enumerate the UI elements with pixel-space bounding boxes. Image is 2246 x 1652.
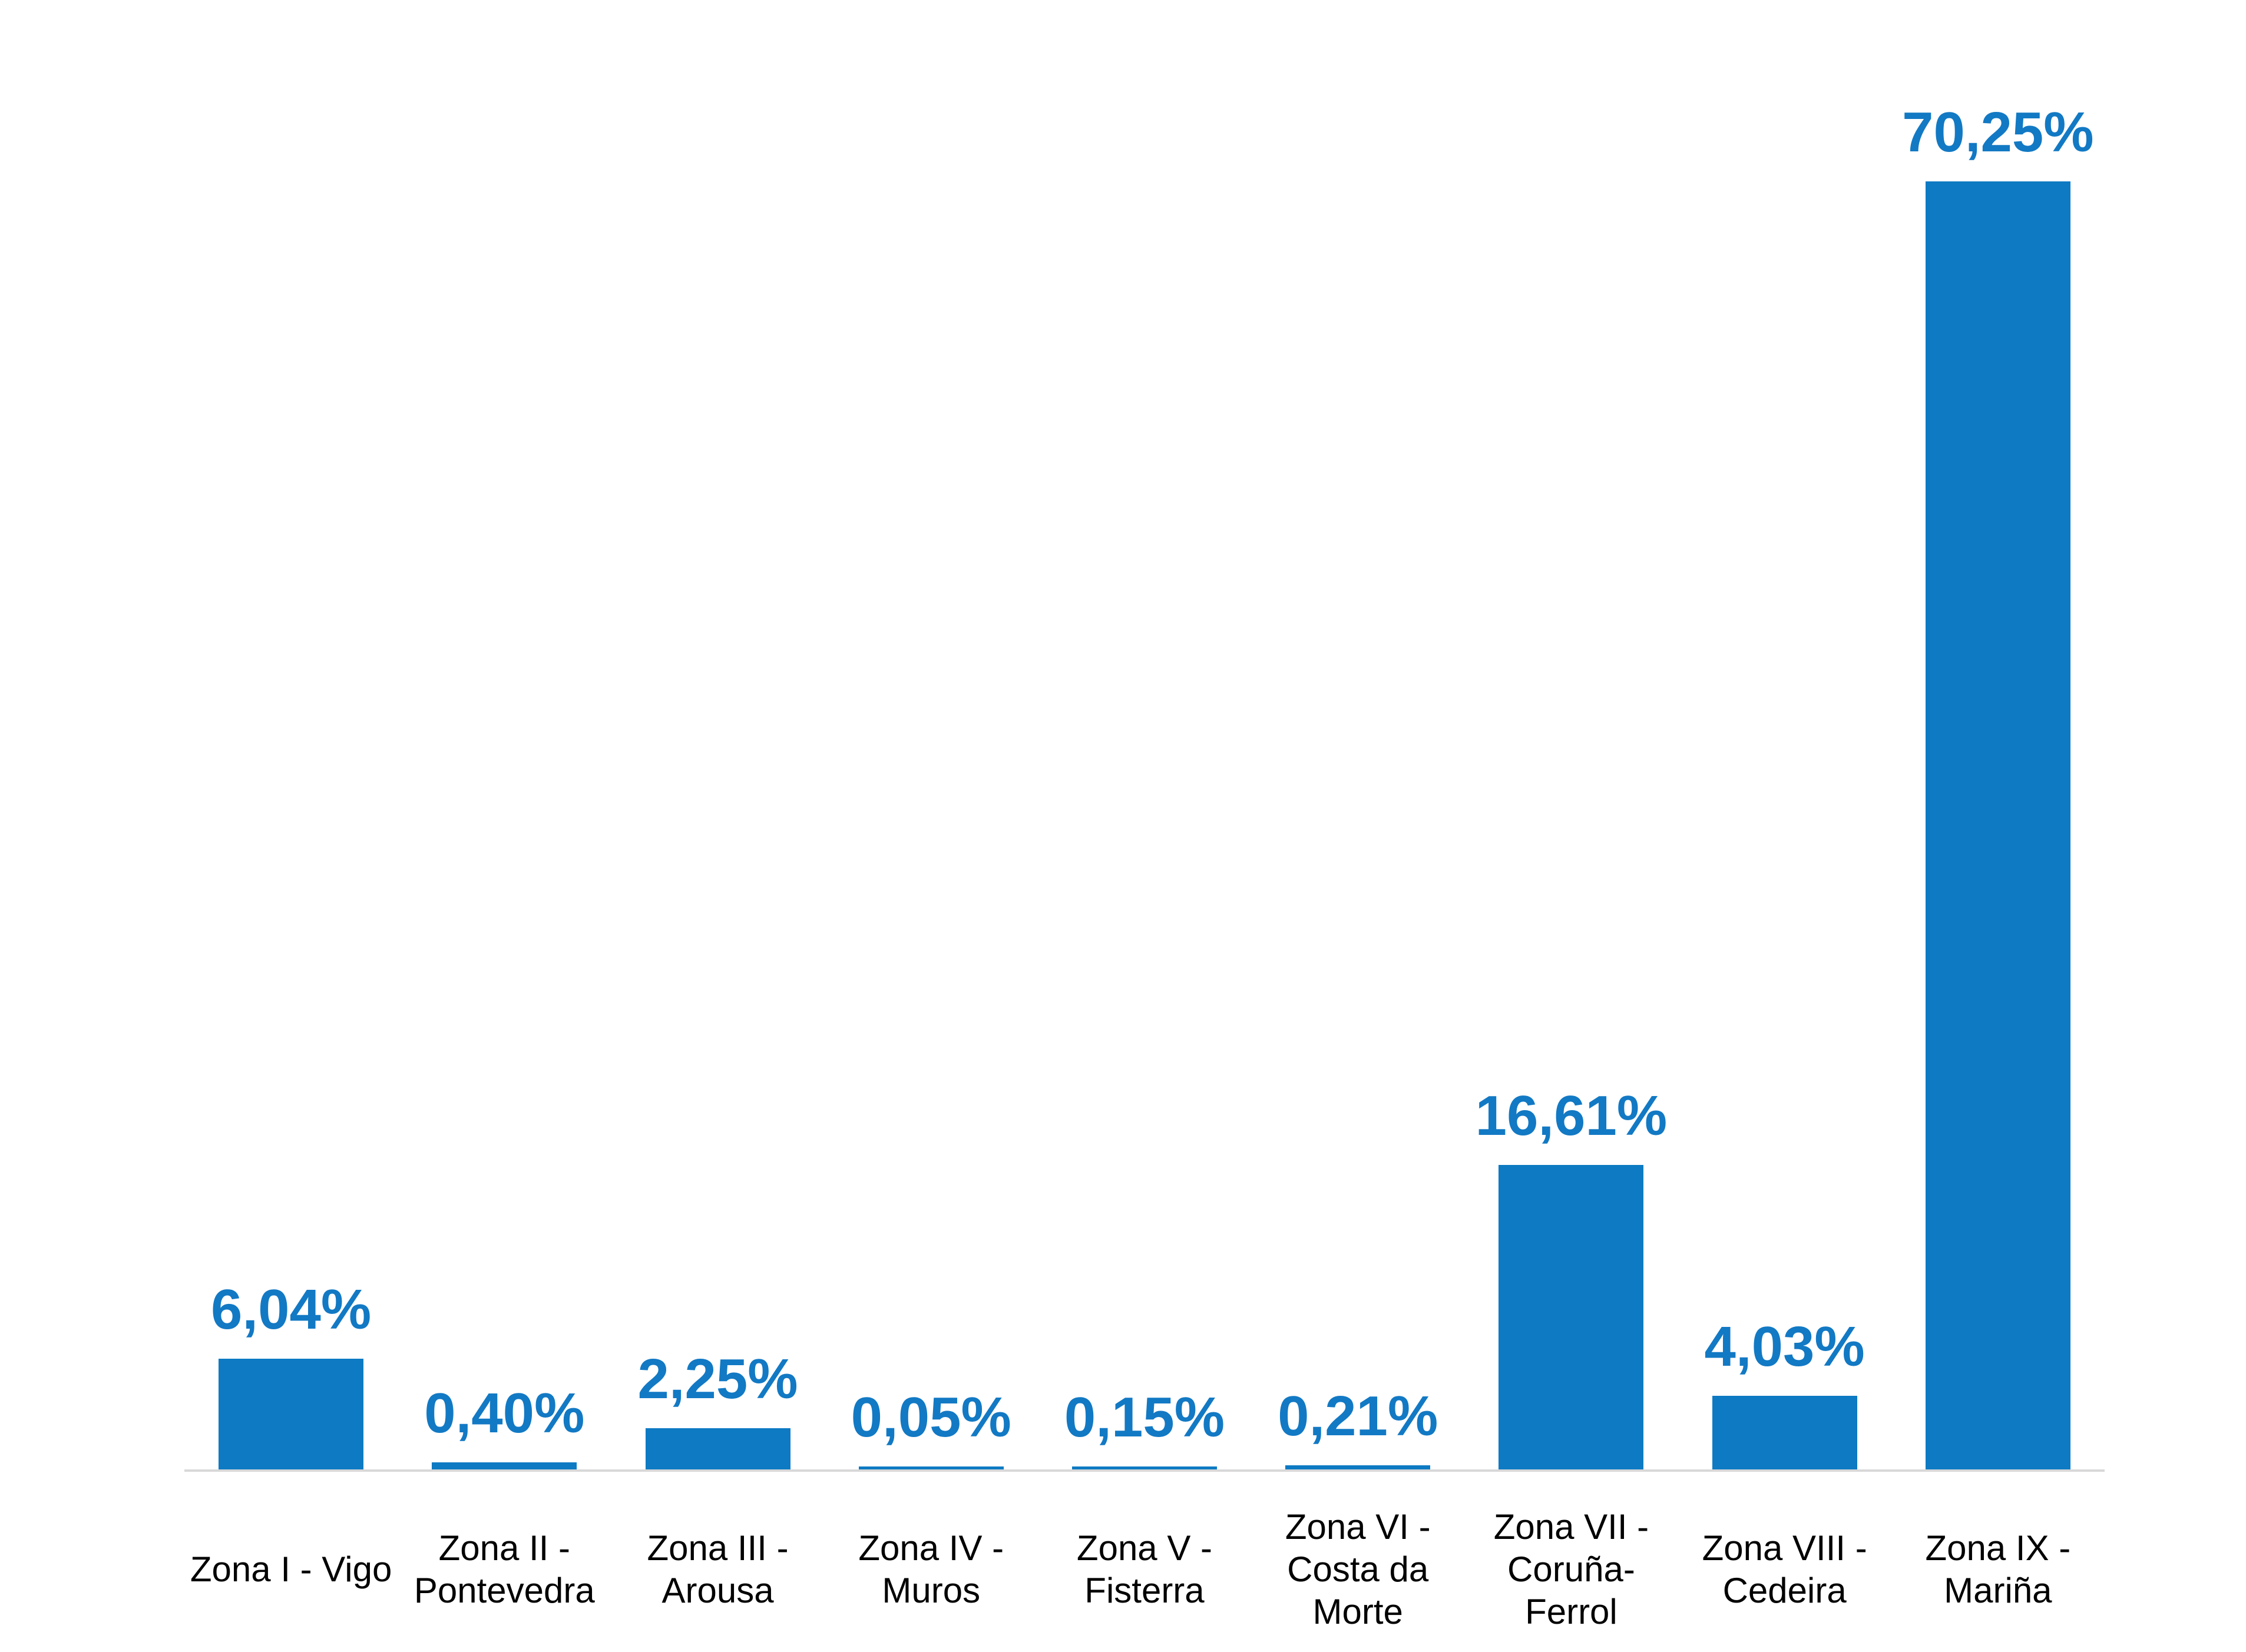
category-cell: Zona VIII - Cedeira bbox=[1678, 1474, 1891, 1652]
category-cell: Zona VI - Costa da Morte bbox=[1251, 1474, 1464, 1652]
bar-value-label: 70,25% bbox=[1902, 101, 2094, 164]
bar-column: 0,21% bbox=[1251, 0, 1464, 1469]
bar-value-label: 0,05% bbox=[851, 1386, 1011, 1449]
category-label: Zona I - Vigo bbox=[190, 1549, 392, 1589]
bar-column: 2,25% bbox=[611, 0, 824, 1469]
category-label: Zona IV - Muros bbox=[858, 1528, 1004, 1610]
category-cell: Zona III - Arousa bbox=[611, 1474, 824, 1652]
bar-value-label: 16,61% bbox=[1475, 1084, 1668, 1147]
category-label: Zona VII - Coruña- Ferrol bbox=[1493, 1507, 1649, 1631]
bar-value-label: 4,03% bbox=[1704, 1315, 1865, 1378]
category-label: Zona IX - Mariña bbox=[1925, 1528, 2071, 1610]
bar-6 bbox=[1285, 1465, 1431, 1469]
category-label: Zona V - Fisterra bbox=[1076, 1528, 1213, 1610]
bar-column: 0,15% bbox=[1038, 0, 1251, 1469]
bar-1 bbox=[219, 1359, 364, 1469]
bar-value-label: 0,40% bbox=[424, 1382, 585, 1445]
bar-9 bbox=[1925, 181, 2070, 1469]
category-label: Zona VI - Costa da Morte bbox=[1285, 1507, 1431, 1631]
category-cell: Zona II - Pontevedra bbox=[398, 1474, 611, 1652]
bar-value-label: 0,21% bbox=[1278, 1385, 1438, 1448]
bar-value-label: 6,04% bbox=[211, 1278, 372, 1341]
bar-column: 70,25% bbox=[1891, 0, 2105, 1469]
bar-column: 0,40% bbox=[398, 0, 611, 1469]
bar-value-label: 2,25% bbox=[637, 1348, 798, 1411]
category-cell: Zona VII - Coruña- Ferrol bbox=[1464, 1474, 1678, 1652]
bar-column: 6,04% bbox=[184, 0, 398, 1469]
bar-column: 16,61% bbox=[1464, 0, 1678, 1469]
category-label: Zona III - Arousa bbox=[647, 1528, 789, 1610]
bar-2 bbox=[432, 1462, 577, 1469]
category-label: Zona VIII - Cedeira bbox=[1702, 1528, 1867, 1610]
bar-4 bbox=[858, 1466, 1004, 1469]
bar-value-label: 0,15% bbox=[1064, 1386, 1225, 1449]
bar-7 bbox=[1499, 1165, 1644, 1469]
plot-area: 6,04% 0,40% 2,25% 0,05% 0,15% 0,21% 16,6… bbox=[184, 0, 2105, 1469]
x-axis-line bbox=[184, 1469, 2105, 1472]
bar-3 bbox=[645, 1428, 790, 1469]
category-cell: Zona V - Fisterra bbox=[1038, 1474, 1251, 1652]
category-cell: Zona IV - Muros bbox=[825, 1474, 1038, 1652]
category-cell: Zona I - Vigo bbox=[184, 1474, 398, 1652]
bar-column: 0,05% bbox=[825, 0, 1038, 1469]
bar-column: 4,03% bbox=[1678, 0, 1891, 1469]
category-label: Zona II - Pontevedra bbox=[414, 1528, 595, 1610]
category-cell: Zona IX - Mariña bbox=[1891, 1474, 2105, 1652]
bar-8 bbox=[1712, 1396, 1857, 1469]
category-axis: Zona I - Vigo Zona II - Pontevedra Zona … bbox=[184, 1474, 2105, 1652]
bar-5 bbox=[1071, 1466, 1217, 1469]
